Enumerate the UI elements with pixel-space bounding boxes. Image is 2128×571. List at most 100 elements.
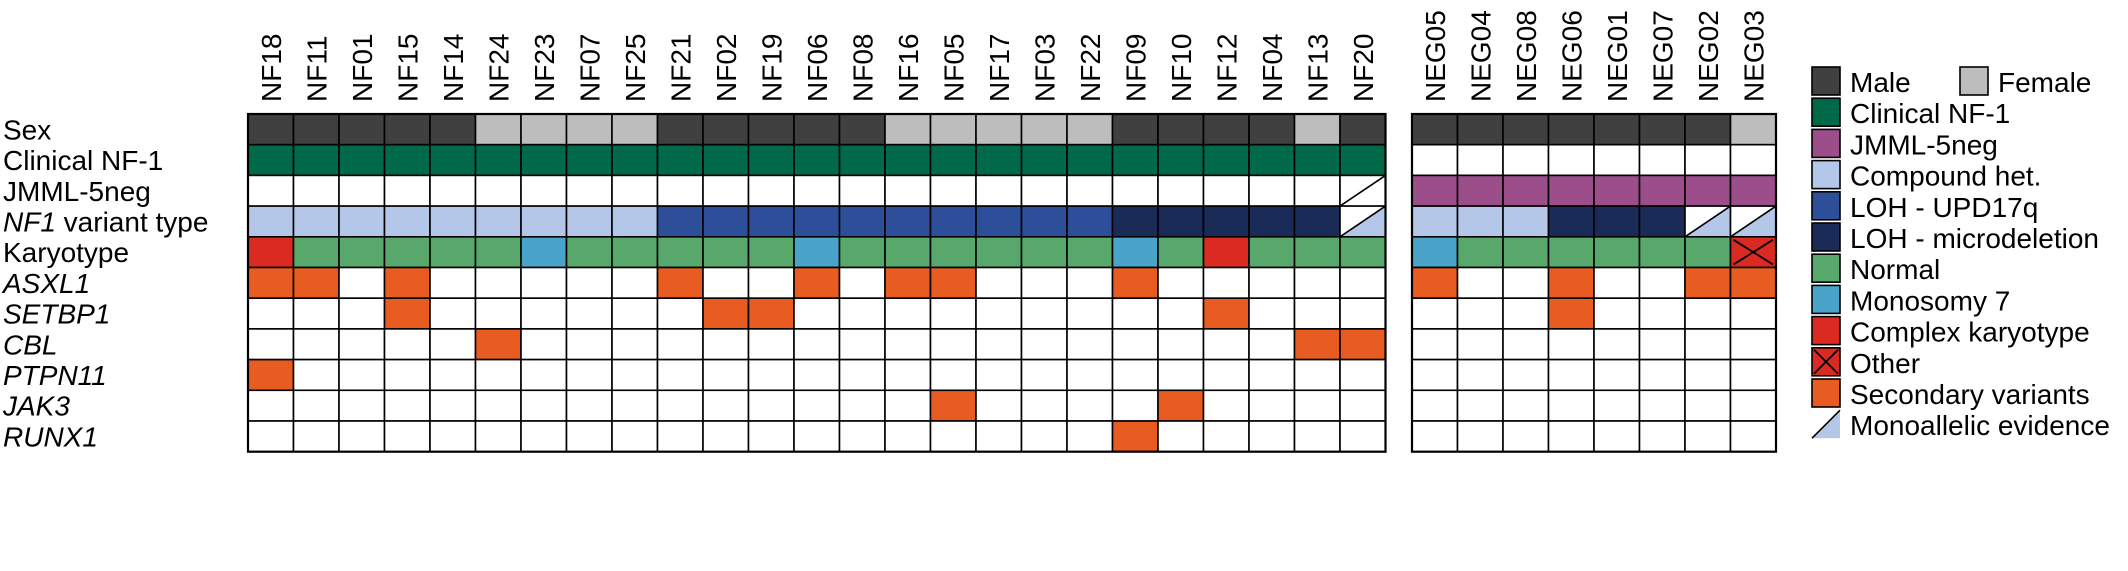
column-label: NF21 bbox=[665, 34, 696, 102]
heatmap-cell bbox=[1066, 328, 1114, 361]
heatmap-cell bbox=[1593, 297, 1641, 330]
heatmap-cell bbox=[292, 113, 340, 146]
row-label: Clinical NF-1 bbox=[3, 145, 163, 176]
heatmap-cell bbox=[611, 266, 659, 300]
heatmap-cell bbox=[656, 328, 704, 361]
heatmap-cell bbox=[793, 113, 841, 146]
column-label: NF20 bbox=[1348, 34, 1379, 102]
heatmap-cell bbox=[975, 143, 1023, 177]
legend-swatch bbox=[1811, 66, 1841, 96]
heatmap-cell bbox=[1020, 358, 1068, 392]
column-label: NEG06 bbox=[1556, 10, 1587, 102]
column-label: NF14 bbox=[438, 34, 469, 102]
heatmap-cell bbox=[1684, 389, 1732, 422]
heatmap-cell bbox=[838, 266, 886, 300]
legend-item: LOH - microdeletion bbox=[1811, 222, 2099, 254]
heatmap-cell bbox=[702, 143, 750, 177]
column-label: NEG05 bbox=[1420, 10, 1451, 102]
heatmap-cell bbox=[1293, 266, 1341, 300]
heatmap-cell bbox=[247, 266, 295, 300]
heatmap-cell bbox=[1547, 236, 1595, 269]
heatmap-cell bbox=[1729, 236, 1777, 269]
heatmap-cell bbox=[338, 389, 386, 422]
heatmap-cell bbox=[1638, 266, 1686, 300]
heatmap-cell bbox=[747, 174, 795, 207]
row-label: Sex bbox=[3, 114, 51, 145]
heatmap-cell bbox=[1157, 358, 1205, 392]
heatmap-cell bbox=[884, 205, 932, 238]
heatmap-cell bbox=[565, 358, 613, 392]
heatmap-cell bbox=[1066, 205, 1114, 238]
heatmap-cell bbox=[1456, 389, 1504, 422]
heatmap-cell bbox=[1293, 113, 1341, 146]
heatmap-cell bbox=[1593, 143, 1641, 177]
heatmap-cell bbox=[565, 266, 613, 300]
heatmap-cell bbox=[1293, 420, 1341, 453]
heatmap-cell bbox=[1638, 420, 1686, 453]
heatmap-cell bbox=[1456, 297, 1504, 330]
heatmap-cell bbox=[1729, 266, 1777, 300]
heatmap-cell bbox=[838, 420, 886, 453]
heatmap-cell bbox=[1593, 358, 1641, 392]
heatmap-cell bbox=[929, 358, 977, 392]
heatmap-cell bbox=[975, 174, 1023, 207]
heatmap-cell bbox=[292, 358, 340, 392]
heatmap-cell bbox=[1111, 205, 1159, 238]
column-label: NF09 bbox=[1120, 34, 1151, 102]
heatmap-cell bbox=[1593, 389, 1641, 422]
heatmap-cell bbox=[656, 236, 704, 269]
legend-label: JMML-5neg bbox=[1850, 129, 1998, 160]
heatmap-cell bbox=[793, 205, 841, 238]
column-label: NF24 bbox=[483, 34, 514, 102]
legend-swatch bbox=[1811, 284, 1841, 315]
heatmap-cell bbox=[702, 389, 750, 422]
heatmap-cell bbox=[929, 389, 977, 422]
heatmap-cell bbox=[1293, 358, 1341, 392]
column-label: NF02 bbox=[711, 34, 742, 102]
heatmap-cell bbox=[474, 328, 522, 361]
heatmap-cell bbox=[429, 143, 477, 177]
heatmap-cell bbox=[474, 236, 522, 269]
heatmap-cell bbox=[429, 389, 477, 422]
heatmap-cell bbox=[247, 143, 295, 177]
heatmap-cell bbox=[793, 358, 841, 392]
column-label: NEG04 bbox=[1465, 10, 1496, 102]
heatmap-cell bbox=[1157, 113, 1205, 146]
heatmap-cell bbox=[1339, 266, 1387, 300]
heatmap-cell bbox=[929, 328, 977, 361]
heatmap-cell bbox=[383, 358, 431, 392]
heatmap-cell bbox=[1502, 389, 1550, 422]
heatmap-cell bbox=[1502, 143, 1550, 177]
column-label: NF17 bbox=[984, 34, 1015, 102]
heatmap-cell bbox=[1684, 420, 1732, 453]
heatmap-cell bbox=[1547, 389, 1595, 422]
heatmap-cell bbox=[1111, 174, 1159, 207]
heatmap-cell bbox=[383, 143, 431, 177]
column-labels: NF18 NF11 NF01 NF15 NF14 NF24 NF23 NF07 NF25 NF21… bbox=[256, 10, 1770, 102]
legend-item: Normal bbox=[1811, 253, 1940, 285]
heatmap-cell bbox=[520, 236, 568, 269]
legend-label: Monosomy 7 bbox=[1850, 285, 2010, 316]
heatmap-cell bbox=[975, 297, 1023, 330]
heatmap-cell bbox=[1638, 358, 1686, 392]
column-label: NF13 bbox=[1302, 34, 1333, 102]
heatmap-cell bbox=[520, 328, 568, 361]
heatmap-cell bbox=[1456, 143, 1504, 177]
heatmap-cell bbox=[1293, 328, 1341, 361]
heatmap-cell bbox=[838, 236, 886, 269]
heatmap-cell bbox=[656, 389, 704, 422]
heatmap-cell bbox=[1339, 389, 1387, 422]
heatmap-cell bbox=[1111, 236, 1159, 269]
column-label: NF23 bbox=[529, 34, 560, 102]
heatmap-cell bbox=[747, 113, 795, 146]
column-label: NF03 bbox=[1029, 34, 1060, 102]
column-label: NF10 bbox=[1166, 34, 1197, 102]
heatmap-cell bbox=[1547, 143, 1595, 177]
heatmap-cell bbox=[1020, 389, 1068, 422]
heatmap-cell bbox=[1411, 389, 1459, 422]
heatmap-cell bbox=[1456, 266, 1504, 300]
column-label: NF15 bbox=[392, 34, 423, 102]
heatmap-cell bbox=[884, 420, 932, 453]
heatmap-cell bbox=[520, 389, 568, 422]
column-label: NF25 bbox=[620, 34, 651, 102]
